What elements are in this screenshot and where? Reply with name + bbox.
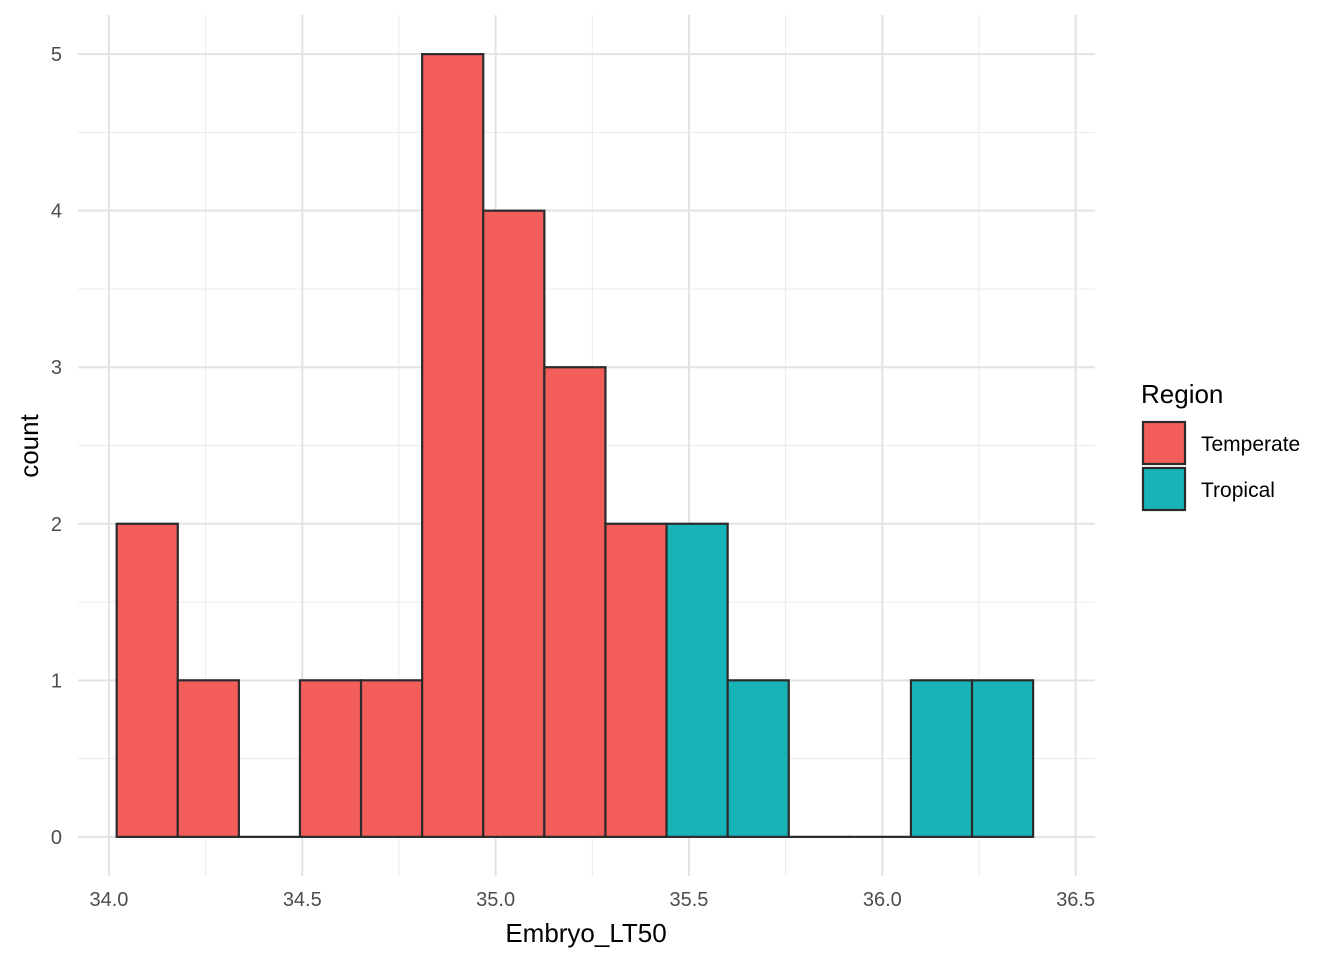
y-tick-label: 3 [51, 357, 62, 379]
histogram-bar-5 [359, 679, 424, 838]
x-tick-label: 36.5 [1056, 889, 1095, 911]
x-tick-label: 35.5 [670, 889, 709, 911]
histogram-bar-7 [482, 209, 546, 838]
legend-title: Region [1141, 379, 1223, 409]
y-tick-label: 0 [51, 827, 62, 849]
legend-label-tropical: Tropical [1201, 479, 1275, 502]
histogram-bars [115, 53, 1035, 838]
x-axis-title: Embryo_LT50 [505, 918, 666, 948]
y-tick-label: 5 [51, 44, 62, 66]
legend-label-temperate: Temperate [1201, 433, 1300, 456]
histogram-bar-10 [665, 522, 729, 838]
histogram-bar-1 [115, 522, 179, 838]
histogram-bar-2 [176, 679, 240, 838]
legend-key-temperate [1141, 420, 1187, 466]
x-tick-label: 34.5 [283, 889, 322, 911]
y-axis-title: count [14, 413, 44, 477]
legend: Region Temperate Tropical [1141, 379, 1300, 512]
histogram-bar-14 [909, 679, 974, 838]
x-tick-label: 36.0 [863, 889, 902, 911]
histogram-bar-11 [726, 679, 790, 838]
x-axis-ticks: 34.0 34.5 35.0 35.5 36.0 36.5 [89, 889, 1095, 911]
legend-key-tropical [1141, 466, 1187, 512]
y-axis-ticks: 0 1 2 3 4 5 [51, 44, 62, 849]
x-tick-label: 35.0 [476, 889, 515, 911]
y-tick-label: 4 [51, 201, 62, 223]
y-tick-label: 1 [51, 670, 62, 692]
histogram-bar-8 [543, 366, 607, 838]
y-tick-label: 2 [51, 514, 62, 536]
histogram-bar-6 [421, 53, 485, 838]
histogram-bar-15 [970, 679, 1035, 838]
histogram-bar-9 [604, 522, 668, 838]
histogram-bar-4 [298, 679, 363, 838]
x-tick-label: 34.0 [89, 889, 128, 911]
